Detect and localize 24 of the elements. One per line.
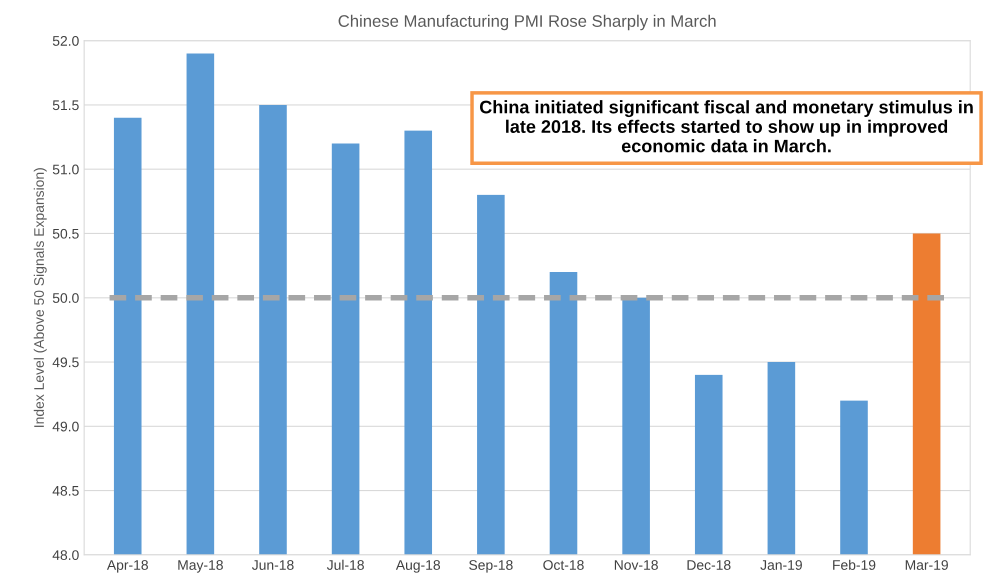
x-tick-label: Aug-18	[396, 560, 440, 573]
x-tick-label: Apr-18	[106, 560, 148, 573]
y-tick-label: 50.5	[52, 228, 79, 239]
y-tick-label: 49.5	[52, 357, 79, 368]
x-tick-label: Jul-18	[326, 560, 364, 570]
x-tick-label: Dec-18	[687, 560, 731, 570]
y-tick-label: 51.0	[52, 164, 79, 174]
y-tick-label: 49.0	[52, 422, 79, 432]
y-tick-label: 48.5	[52, 486, 79, 496]
y-tick-label: 51.5	[52, 100, 79, 110]
chart-title: Chinese Manufacturing PMI Rose Sharply in March	[338, 14, 716, 30]
x-tick-label: Oct-18	[543, 560, 584, 570]
x-tick-label: Feb-19	[833, 560, 876, 570]
y-tick-label: 52.0	[52, 36, 79, 46]
annotation: China initiated significant fiscal and monetary stimulus in late 2018. Its effects started to show up in improved economic data in March.	[480, 100, 973, 152]
y-axis-title: Index Level (Above 50 Signals Expansion)	[34, 168, 47, 427]
x-tick-label: Sep-18	[469, 560, 513, 573]
x-tick-label: May-18	[178, 560, 223, 573]
y-tick-label: 48.0	[52, 550, 79, 560]
y-tick-label: 50.0	[52, 293, 79, 303]
x-tick-label: Jun-18	[252, 560, 294, 570]
x-tick-label: Mar-19	[906, 560, 948, 570]
x-tick-label: Nov-18	[614, 560, 658, 570]
x-tick-label: Jan-19	[760, 560, 802, 570]
